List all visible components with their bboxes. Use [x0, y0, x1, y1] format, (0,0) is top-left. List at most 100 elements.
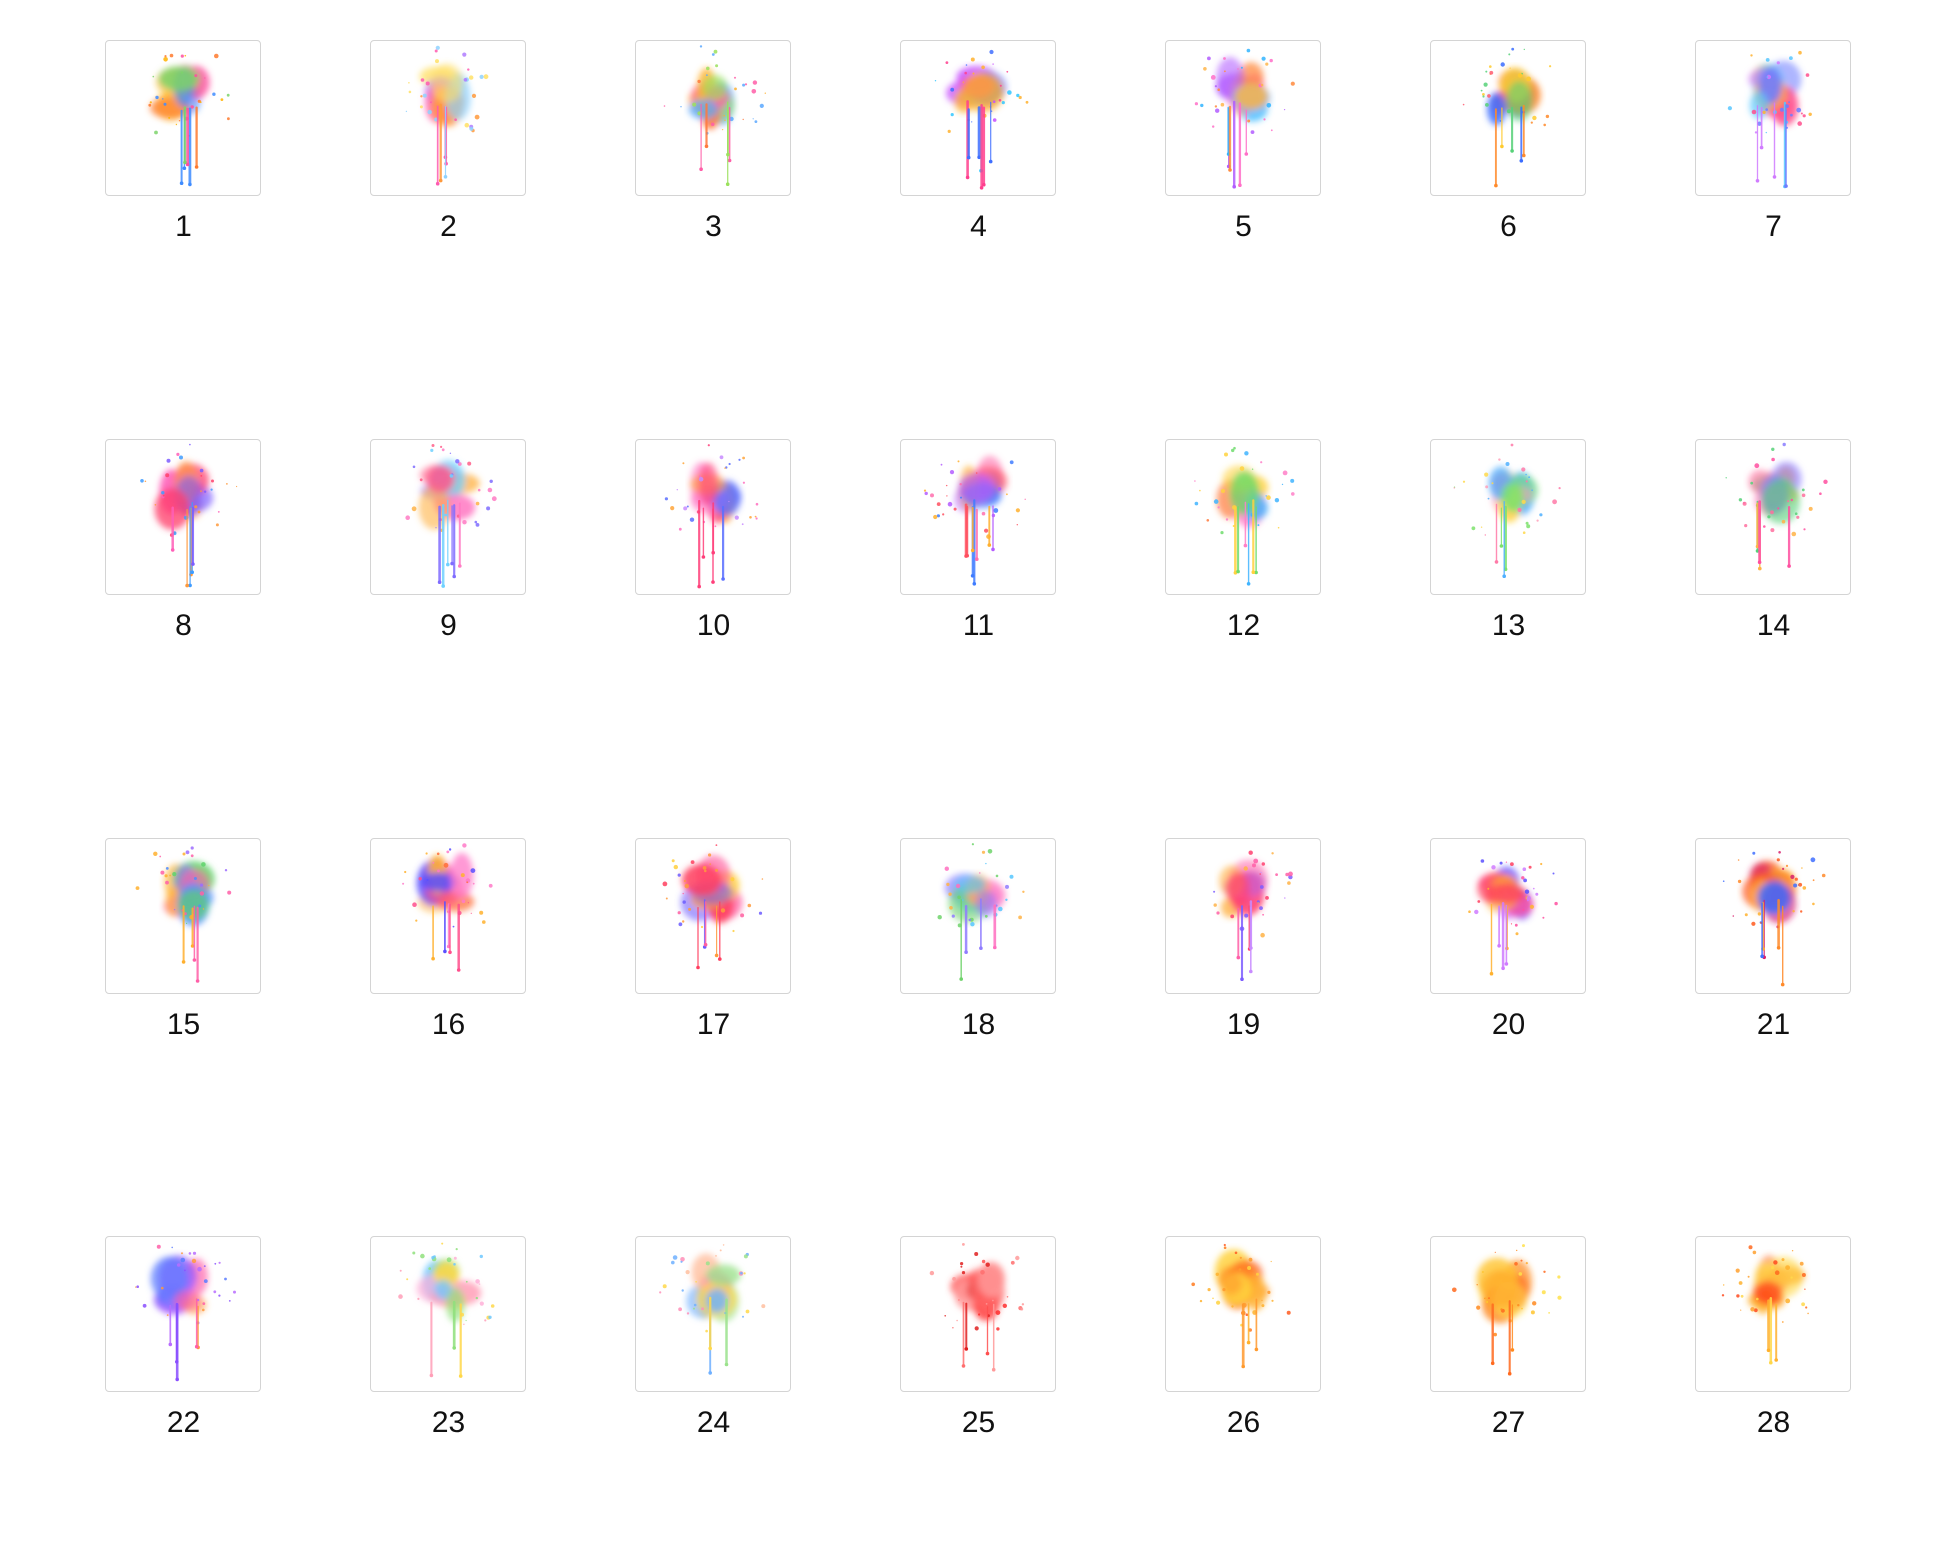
splash-speckle — [479, 1254, 483, 1259]
splash-speckle — [1526, 76, 1531, 82]
splash-speckle — [1247, 1266, 1252, 1270]
splash-speckle — [1767, 515, 1771, 519]
thumbnail[interactable] — [635, 1236, 791, 1392]
thumbnail[interactable] — [1695, 40, 1851, 196]
splash-speckle — [715, 64, 719, 68]
splash-speckle — [444, 513, 448, 517]
gallery-item[interactable]: 21 — [1695, 838, 1855, 1048]
splash-speckle — [457, 462, 462, 466]
thumbnail[interactable] — [900, 439, 1056, 595]
gallery-item[interactable]: 2 — [370, 40, 530, 250]
gallery-item[interactable]: 13 — [1430, 439, 1590, 649]
splash-drip-tip — [699, 167, 703, 171]
gallery-item[interactable]: 23 — [370, 1236, 530, 1446]
splash-speckle — [992, 63, 994, 65]
thumbnail[interactable] — [635, 40, 791, 196]
splash-drip-tip — [979, 946, 983, 950]
thumbnail[interactable] — [1430, 838, 1586, 994]
gallery-item[interactable]: 8 — [105, 439, 265, 649]
splash-speckle — [1018, 915, 1022, 920]
splash-drip-tip — [1507, 1371, 1512, 1376]
gallery-item[interactable]: 7 — [1695, 40, 1855, 250]
thumbnail[interactable] — [105, 838, 261, 994]
thumbnail[interactable] — [900, 40, 1056, 196]
gallery-item[interactable]: 6 — [1430, 40, 1590, 250]
splash-speckle — [1766, 74, 1772, 80]
thumbnail[interactable] — [1430, 439, 1586, 595]
splash-speckle — [1790, 498, 1793, 502]
thumbnail[interactable] — [105, 1236, 261, 1392]
splash-speckle — [1757, 121, 1762, 126]
thumbnail[interactable] — [1695, 439, 1851, 595]
gallery-item[interactable]: 28 — [1695, 1236, 1855, 1446]
splash-blob-group — [950, 1261, 1006, 1321]
gallery-item[interactable]: 14 — [1695, 439, 1855, 649]
splash-drip-tip — [446, 562, 450, 567]
splash-speckle — [1474, 909, 1479, 915]
gallery-item[interactable]: 11 — [900, 439, 1060, 649]
splash-speckle — [1259, 906, 1263, 910]
gallery-item[interactable]: 17 — [635, 838, 795, 1048]
thumbnail[interactable] — [370, 439, 526, 595]
splash-speckle — [947, 501, 953, 507]
gallery-item[interactable]: 26 — [1165, 1236, 1325, 1446]
gallery-item[interactable]: 4 — [900, 40, 1060, 250]
thumbnail[interactable] — [370, 838, 526, 994]
thumbnail[interactable] — [105, 40, 261, 196]
splash-speckle — [1727, 106, 1732, 111]
splash-speckle — [434, 49, 438, 53]
splash-speckle — [1214, 105, 1218, 108]
thumbnail[interactable] — [635, 439, 791, 595]
watercolor-splash-icon — [1725, 442, 1828, 571]
thumbnail[interactable] — [900, 1236, 1056, 1392]
gallery-item[interactable]: 15 — [105, 838, 265, 1048]
gallery-item[interactable]: 25 — [900, 1236, 1060, 1446]
gallery-item[interactable]: 24 — [635, 1236, 795, 1446]
splash-speckle — [698, 476, 704, 482]
gallery-item[interactable]: 19 — [1165, 838, 1325, 1048]
splash-speckle — [1770, 510, 1774, 515]
gallery-item[interactable]: 27 — [1430, 1236, 1590, 1446]
thumbnail[interactable] — [1430, 1236, 1586, 1392]
splash-speckle — [1742, 501, 1747, 506]
gallery-item[interactable]: 12 — [1165, 439, 1325, 649]
gallery-item[interactable]: 16 — [370, 838, 530, 1048]
thumbnail[interactable] — [635, 838, 791, 994]
splash-speckle — [1782, 867, 1785, 870]
gallery-item[interactable]: 20 — [1430, 838, 1590, 1048]
thumbnail[interactable] — [370, 40, 526, 196]
gallery-item[interactable]: 9 — [370, 439, 530, 649]
thumbnail[interactable] — [1165, 40, 1321, 196]
splash-speckle — [162, 494, 165, 497]
thumbnail[interactable] — [900, 838, 1056, 994]
thumbnail[interactable] — [1695, 838, 1851, 994]
splash-drip-tip — [1489, 971, 1494, 976]
splash-speckle — [214, 1262, 217, 1265]
gallery-item[interactable]: 1 — [105, 40, 265, 250]
splash-speckle — [1753, 1308, 1758, 1313]
splash-speckle — [1791, 1250, 1794, 1252]
thumbnail[interactable] — [1165, 1236, 1321, 1392]
splash-speckle — [984, 528, 989, 533]
gallery-item[interactable]: 3 — [635, 40, 795, 250]
gallery-item[interactable]: 5 — [1165, 40, 1325, 250]
splash-speckle — [975, 472, 978, 474]
gallery-item[interactable]: 22 — [105, 1236, 265, 1446]
splash-drip-tip — [1244, 152, 1249, 156]
thumbnail[interactable] — [1165, 439, 1321, 595]
gallery-item[interactable]: 18 — [900, 838, 1060, 1048]
splash-speckle — [425, 81, 430, 86]
thumbnail[interactable] — [1165, 838, 1321, 994]
splash-speckle — [1016, 93, 1020, 98]
splash-drip-tip — [1494, 183, 1498, 188]
thumbnail[interactable] — [105, 439, 261, 595]
thumbnail[interactable] — [370, 1236, 526, 1392]
splash-speckle — [463, 1323, 465, 1325]
gallery-item[interactable]: 10 — [635, 439, 795, 649]
splash-speckle — [486, 506, 491, 511]
splash-speckle — [734, 515, 739, 520]
thumbnail[interactable] — [1430, 40, 1586, 196]
splash-speckle — [203, 1279, 208, 1283]
splash-speckle — [1785, 1265, 1790, 1270]
thumbnail[interactable] — [1695, 1236, 1851, 1392]
